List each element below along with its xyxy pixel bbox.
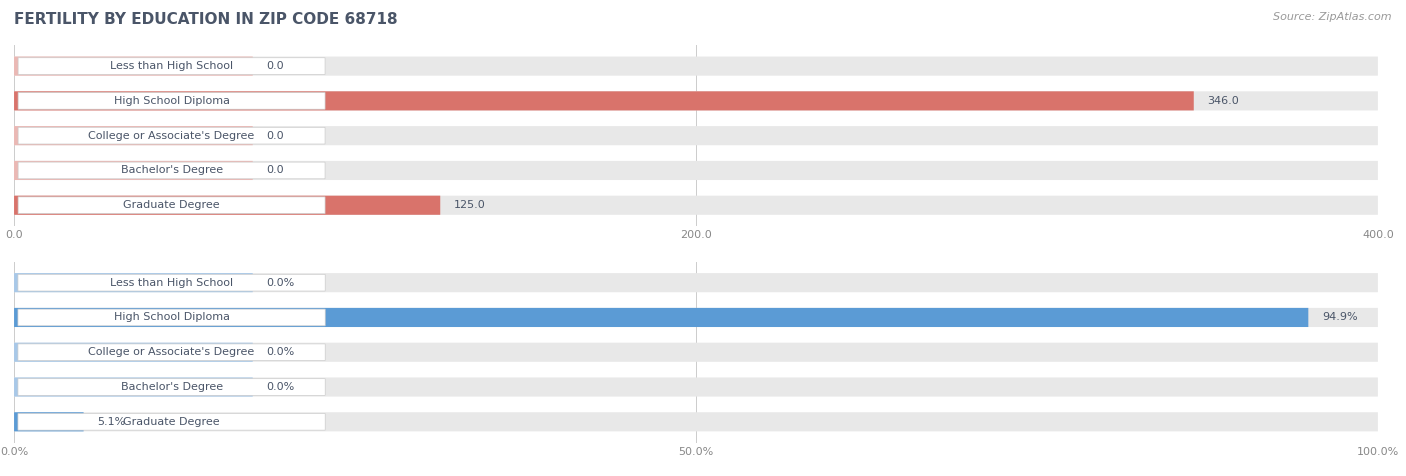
Text: Graduate Degree: Graduate Degree (124, 200, 219, 210)
FancyBboxPatch shape (14, 308, 1378, 327)
FancyBboxPatch shape (14, 308, 1309, 327)
Text: High School Diploma: High School Diploma (114, 312, 229, 322)
Text: 0.0: 0.0 (266, 166, 284, 176)
FancyBboxPatch shape (18, 309, 325, 326)
FancyBboxPatch shape (18, 414, 325, 430)
FancyBboxPatch shape (18, 274, 325, 291)
Text: 0.0: 0.0 (266, 61, 284, 71)
FancyBboxPatch shape (18, 92, 325, 109)
Text: College or Associate's Degree: College or Associate's Degree (89, 130, 254, 141)
Text: 0.0%: 0.0% (266, 278, 295, 288)
FancyBboxPatch shape (14, 196, 440, 215)
FancyBboxPatch shape (14, 273, 1378, 292)
FancyBboxPatch shape (18, 344, 325, 361)
Text: Less than High School: Less than High School (110, 61, 233, 71)
Text: College or Associate's Degree: College or Associate's Degree (89, 347, 254, 357)
FancyBboxPatch shape (14, 377, 1378, 397)
FancyBboxPatch shape (14, 273, 253, 292)
FancyBboxPatch shape (14, 343, 1378, 362)
Text: FERTILITY BY EDUCATION IN ZIP CODE 68718: FERTILITY BY EDUCATION IN ZIP CODE 68718 (14, 12, 398, 27)
FancyBboxPatch shape (14, 343, 253, 362)
FancyBboxPatch shape (14, 57, 253, 76)
Text: Bachelor's Degree: Bachelor's Degree (121, 382, 222, 392)
FancyBboxPatch shape (14, 161, 1378, 180)
Text: High School Diploma: High School Diploma (114, 96, 229, 106)
Text: 94.9%: 94.9% (1322, 312, 1358, 322)
Text: 0.0: 0.0 (266, 130, 284, 141)
Text: 5.1%: 5.1% (97, 417, 125, 427)
FancyBboxPatch shape (14, 57, 1378, 76)
FancyBboxPatch shape (18, 197, 325, 214)
Text: 346.0: 346.0 (1208, 96, 1239, 106)
Text: Graduate Degree: Graduate Degree (124, 417, 219, 427)
FancyBboxPatch shape (18, 379, 325, 396)
Text: Source: ZipAtlas.com: Source: ZipAtlas.com (1274, 12, 1392, 22)
FancyBboxPatch shape (14, 377, 253, 397)
Text: Less than High School: Less than High School (110, 278, 233, 288)
FancyBboxPatch shape (14, 126, 253, 145)
FancyBboxPatch shape (14, 91, 1378, 110)
FancyBboxPatch shape (18, 162, 325, 179)
FancyBboxPatch shape (14, 196, 1378, 215)
FancyBboxPatch shape (18, 127, 325, 144)
FancyBboxPatch shape (14, 126, 1378, 145)
FancyBboxPatch shape (14, 161, 253, 180)
Text: 125.0: 125.0 (454, 200, 485, 210)
FancyBboxPatch shape (18, 58, 325, 74)
Text: Bachelor's Degree: Bachelor's Degree (121, 166, 222, 176)
Text: 0.0%: 0.0% (266, 382, 295, 392)
FancyBboxPatch shape (14, 91, 1194, 110)
FancyBboxPatch shape (14, 412, 83, 431)
Text: 0.0%: 0.0% (266, 347, 295, 357)
FancyBboxPatch shape (14, 412, 1378, 431)
